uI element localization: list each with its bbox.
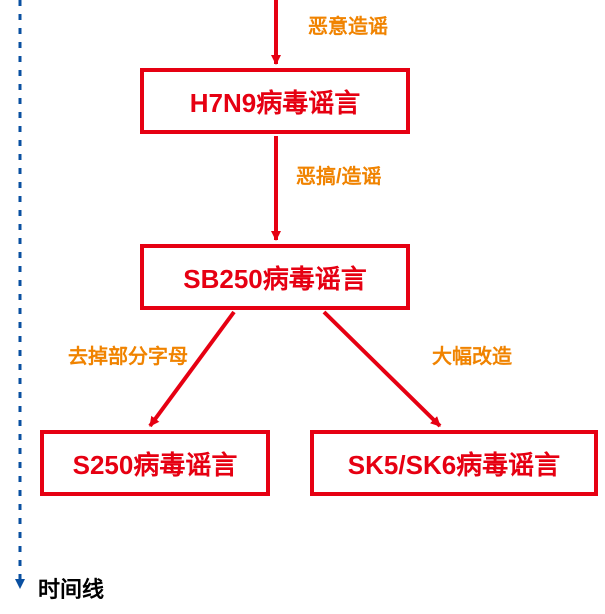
edge-e3 bbox=[324, 312, 440, 426]
node-n1: H7N9病毒谣言 bbox=[140, 68, 410, 134]
node-n2: SB250病毒谣言 bbox=[140, 244, 410, 310]
edge-label-e2: 去掉部分字母 bbox=[68, 340, 188, 369]
timeline-label: 时间线 bbox=[38, 572, 104, 604]
node-label: SB250病毒谣言 bbox=[183, 259, 367, 296]
edge-label-e1: 恶搞/造谣 bbox=[296, 160, 382, 189]
flowchart-canvas: H7N9病毒谣言 SB250病毒谣言 S250病毒谣言 SK5/SK6病毒谣言 恶意造… bbox=[0, 0, 605, 614]
edge-e2 bbox=[150, 312, 234, 426]
edge-label-e3: 大幅改造 bbox=[432, 340, 512, 369]
node-label: SK5/SK6病毒谣言 bbox=[348, 445, 560, 482]
node-label: S250病毒谣言 bbox=[73, 445, 238, 482]
node-label: H7N9病毒谣言 bbox=[190, 83, 360, 120]
node-n4: SK5/SK6病毒谣言 bbox=[310, 430, 598, 496]
node-n3: S250病毒谣言 bbox=[40, 430, 270, 496]
edge-label-e0: 恶意造谣 bbox=[308, 10, 388, 39]
